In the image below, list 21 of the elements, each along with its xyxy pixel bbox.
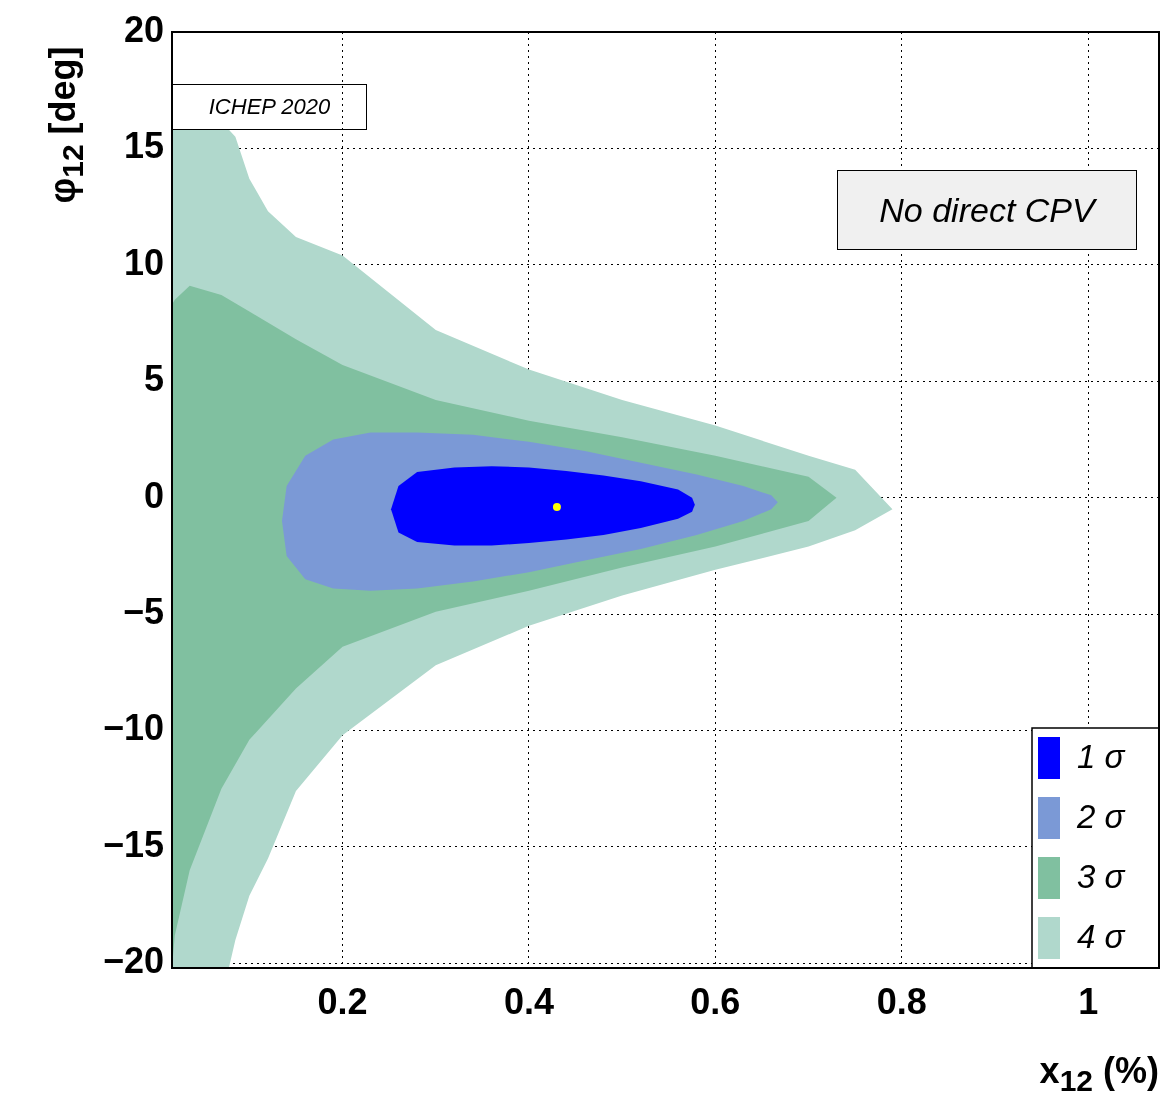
legend-label: 2 σ bbox=[1076, 798, 1126, 836]
y-tick-label: −10 bbox=[102, 707, 164, 749]
x-tick-label: 0.4 bbox=[503, 980, 554, 1022]
y-tick-label: −5 bbox=[122, 591, 164, 633]
y-tick-label: 10 bbox=[123, 241, 164, 283]
x-tick-label: 0.8 bbox=[876, 980, 927, 1022]
legend-label: 4 σ bbox=[1077, 918, 1126, 956]
y-tick-label: 5 bbox=[143, 358, 164, 400]
x-tick-label: 1 bbox=[1078, 980, 1099, 1022]
x-tick-label: 0.6 bbox=[690, 980, 741, 1022]
y-tick-label: −20 bbox=[102, 940, 164, 982]
y-tick-label: 15 bbox=[123, 125, 164, 167]
annotation: ICHEP 2020 bbox=[172, 84, 367, 130]
annotation: No direct CPV bbox=[837, 170, 1137, 250]
y-tick-label: 0 bbox=[143, 474, 164, 516]
legend-label: 3 σ bbox=[1077, 858, 1126, 896]
y-tick-label: 20 bbox=[123, 8, 164, 50]
y-tick-label: −15 bbox=[102, 823, 164, 865]
x-tick-label: 0.2 bbox=[317, 980, 368, 1022]
legend-label: 1 σ bbox=[1077, 738, 1126, 776]
x-axis-title: x$_{12}$ (%) bbox=[1039, 1050, 1159, 1098]
